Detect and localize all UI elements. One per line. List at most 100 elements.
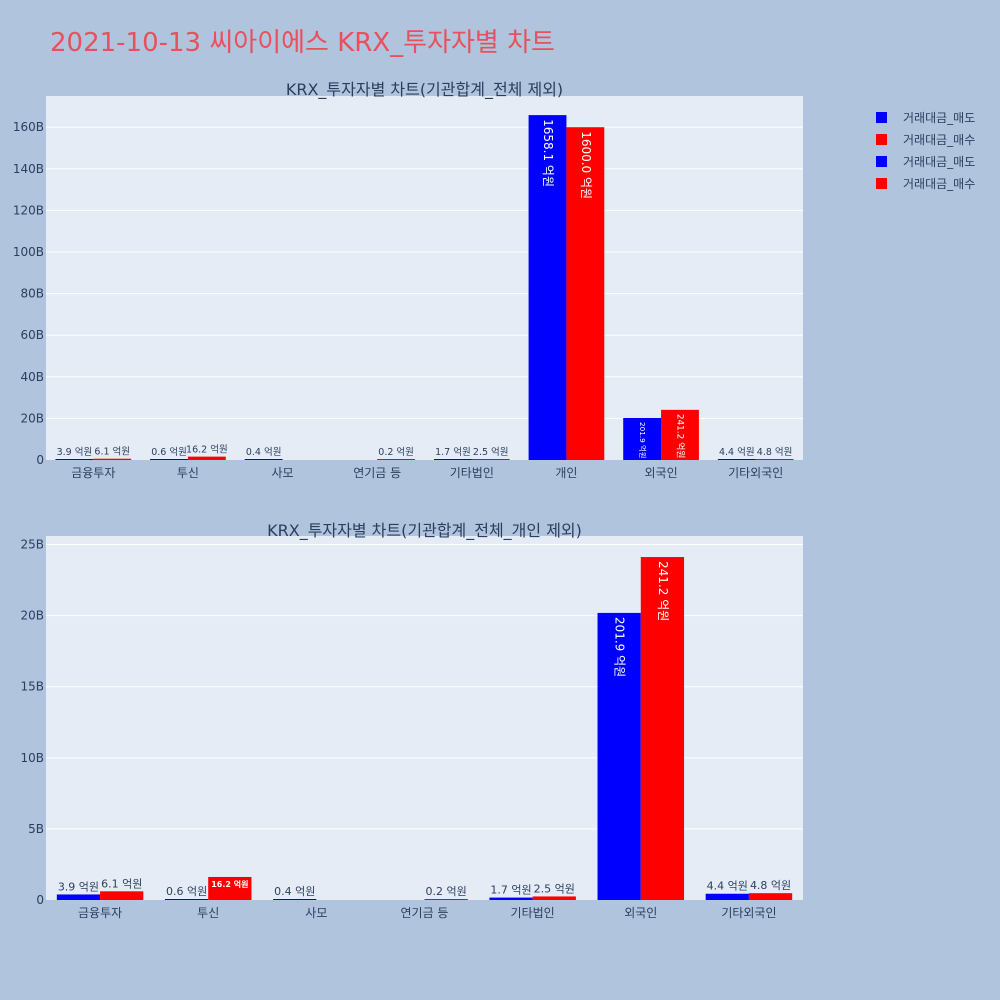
bar-value-label: 0.6 억원 xyxy=(166,885,207,898)
y-tick-label: 40B xyxy=(20,370,44,384)
bar-value-label: 16.2 억원 xyxy=(186,444,228,456)
chart-title: KRX_투자자별 차트(기관합계_전체_개인 제외) xyxy=(267,521,582,541)
legend-swatch-buy-2 xyxy=(876,177,887,189)
x-tick-label: 기타외국인 xyxy=(728,466,783,480)
y-tick-label: 5B xyxy=(28,822,44,836)
bar-value-label: 1658.1 억원 xyxy=(541,119,555,187)
bar[interactable] xyxy=(433,459,472,460)
bar[interactable] xyxy=(597,612,641,900)
x-tick-label: 투신 xyxy=(177,466,199,480)
y-tick-label: 100B xyxy=(13,245,44,259)
bar[interactable] xyxy=(623,418,662,460)
chart-title: KRX_투자자별 차트(기관합계_전체 제외) xyxy=(286,80,563,100)
bar[interactable] xyxy=(705,893,749,900)
x-tick-label: 연기금 등 xyxy=(353,466,401,480)
x-tick-label: 금융투자 xyxy=(78,906,122,920)
bar-value-label: 2.5 억원 xyxy=(534,882,575,895)
bar[interactable] xyxy=(208,876,252,900)
bar[interactable] xyxy=(640,557,685,900)
x-tick-label: 기타외국인 xyxy=(721,906,776,920)
bar-value-label: 0.2 억원 xyxy=(426,885,467,898)
y-tick-label: 0 xyxy=(36,453,44,467)
bar-value-label: 3.9 억원 xyxy=(58,880,99,893)
x-tick-label: 개인 xyxy=(555,466,577,480)
bar[interactable] xyxy=(566,127,605,460)
page-title: 2021-10-13 씨아이에스 KRX_투자자별 차트 xyxy=(50,28,555,58)
legend-item-buy[interactable]: 거래대금_매수 xyxy=(876,128,975,150)
bar[interactable] xyxy=(661,409,699,460)
bar-value-label: 1.7 억원 xyxy=(490,884,531,897)
x-tick-label: 사모 xyxy=(305,906,327,920)
bar-value-label: 1.7 억원 xyxy=(435,446,471,458)
y-tick-label: 10B xyxy=(20,751,44,765)
x-tick-label: 사모 xyxy=(272,466,294,480)
legend-swatch-sell-2 xyxy=(876,155,887,167)
bar-value-label: 16.2 억원 xyxy=(211,879,248,889)
x-tick-label: 기타법인 xyxy=(450,466,494,480)
bar[interactable] xyxy=(471,459,510,460)
y-tick-label: 15B xyxy=(20,680,44,694)
bar-value-label: 4.4 억원 xyxy=(707,880,748,893)
bar-value-label: 241.2 억원 xyxy=(674,414,686,459)
y-tick-label: 60B xyxy=(20,328,44,342)
legend-swatch-sell xyxy=(876,111,887,123)
bar-value-label: 4.8 억원 xyxy=(757,446,793,458)
legend-item-buy-2[interactable]: 거래대금_매수 xyxy=(876,172,975,194)
bar-value-label: 241.2 억원 xyxy=(656,561,670,621)
bar-value-label: 0.2 억원 xyxy=(378,446,414,458)
bar[interactable] xyxy=(93,458,132,460)
legend-label-buy: 거래대금_매수 xyxy=(903,132,976,147)
legend-label-sell-2: 거래대금_매도 xyxy=(903,154,976,169)
plot-area xyxy=(46,96,803,460)
bar-value-label: 4.8 억원 xyxy=(750,879,791,892)
legend-item-sell[interactable]: 거래대금_매도 xyxy=(876,106,975,128)
legend-swatch-buy xyxy=(876,133,887,145)
legend-label-sell: 거래대금_매도 xyxy=(903,110,976,125)
bar-value-label: 0.4 억원 xyxy=(246,446,282,458)
bar-value-label: 2.5 억원 xyxy=(473,446,509,458)
bar-value-label: 6.1 억원 xyxy=(101,877,142,890)
x-tick-label: 연기금 등 xyxy=(401,906,449,920)
y-tick-label: 120B xyxy=(13,203,44,217)
y-tick-label: 20B xyxy=(20,609,44,623)
bar[interactable] xyxy=(244,459,283,460)
bar[interactable] xyxy=(489,897,533,900)
bar[interactable] xyxy=(187,456,226,460)
bar[interactable] xyxy=(424,899,468,900)
bar-value-label: 3.9 억원 xyxy=(57,446,93,458)
x-tick-label: 외국인 xyxy=(624,906,657,920)
y-tick-label: 20B xyxy=(20,411,44,425)
bar[interactable] xyxy=(55,459,94,460)
bar[interactable] xyxy=(56,894,101,900)
bar[interactable] xyxy=(748,893,793,900)
plot-area xyxy=(46,536,803,900)
x-tick-label: 외국인 xyxy=(645,466,678,480)
bar[interactable] xyxy=(273,899,317,900)
y-tick-label: 25B xyxy=(20,538,44,552)
bar[interactable] xyxy=(528,115,567,460)
bar-value-label: 201.9 억원 xyxy=(613,617,627,677)
bar-value-label: 0.6 억원 xyxy=(151,446,187,458)
x-tick-label: 금융투자 xyxy=(71,466,115,480)
bar[interactable] xyxy=(755,459,794,460)
x-tick-label: 투신 xyxy=(197,906,219,920)
chart-bottom: 0 5B 10B 15B 20B 25B KRX_투자자별 차트(기관합계_전체_개인 제외… xyxy=(20,521,803,920)
chart-top: 0 20B 40B 60B 80B 100B 120B 140B 160B KRX_투자자별 차트… xyxy=(13,80,803,480)
bar[interactable] xyxy=(532,896,576,900)
legend: 거래대금_매도 거래대금_매수 거래대금_매도 거래대금_매수 xyxy=(876,106,975,194)
bar[interactable] xyxy=(164,899,209,900)
bar-value-label: 4.4 억원 xyxy=(719,446,755,458)
bar-value-label: 201.9 억원 xyxy=(638,422,647,458)
y-tick-label: 160B xyxy=(13,120,44,134)
bar[interactable] xyxy=(377,459,416,460)
bar-value-label: 1600.0 억원 xyxy=(579,131,593,199)
bar-value-label: 6.1 억원 xyxy=(94,446,130,458)
bar[interactable] xyxy=(717,459,756,460)
bar[interactable] xyxy=(150,459,188,460)
legend-label-buy-2: 거래대금_매수 xyxy=(903,176,976,191)
y-tick-label: 140B xyxy=(13,162,44,176)
legend-item-sell-2[interactable]: 거래대금_매도 xyxy=(876,150,975,172)
y-tick-label: 0 xyxy=(36,893,44,907)
bar[interactable] xyxy=(100,891,144,900)
